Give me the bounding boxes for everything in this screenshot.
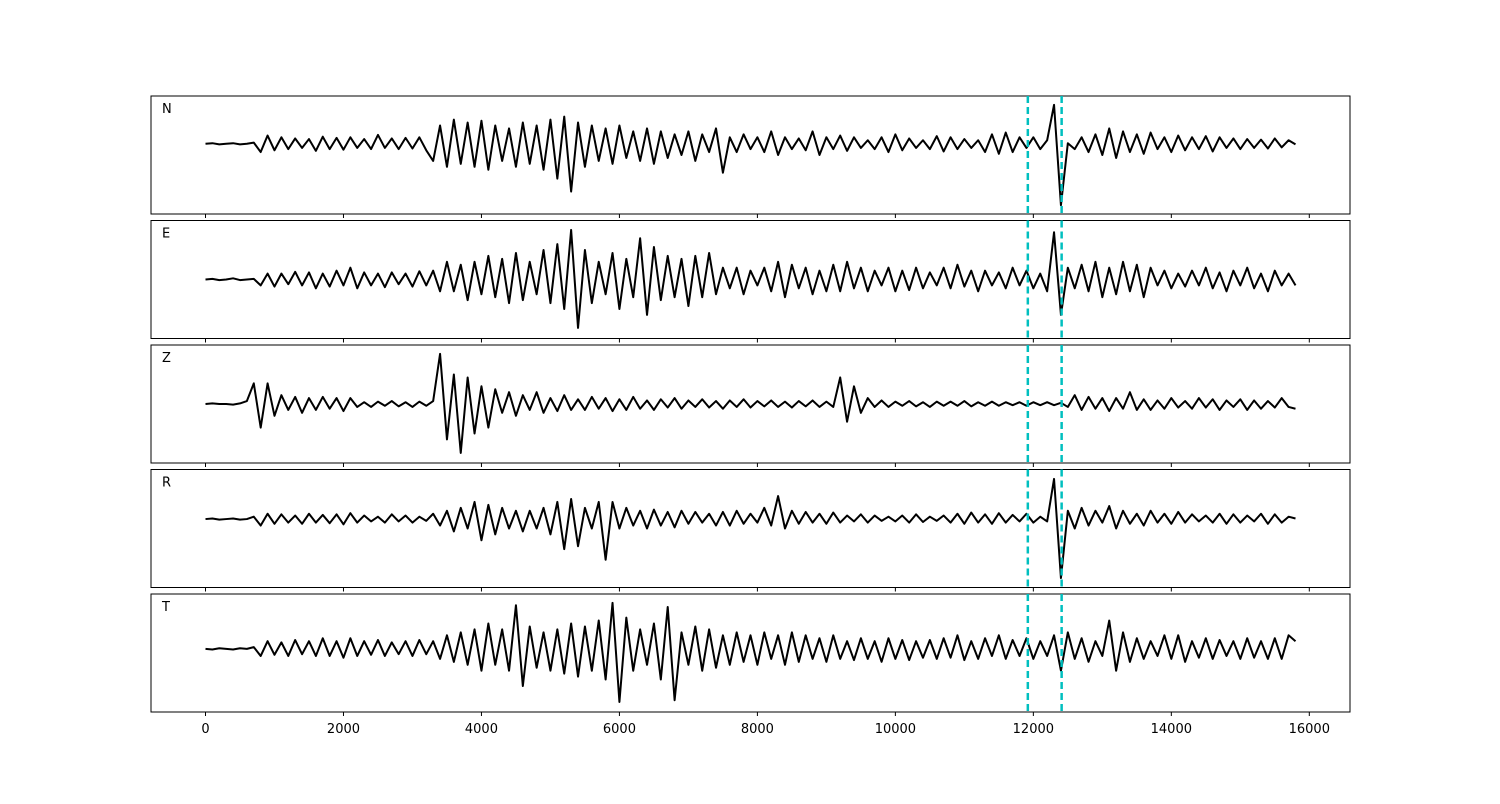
panel-label: R xyxy=(162,476,171,491)
x-tick-label: 10000 xyxy=(875,722,916,737)
x-tick-label: 16000 xyxy=(1289,722,1330,737)
trace xyxy=(205,477,1296,580)
trace xyxy=(205,352,1296,454)
trace xyxy=(205,601,1297,703)
panel-frame xyxy=(150,344,1351,464)
panel-frame xyxy=(150,220,1351,339)
panel-label: N xyxy=(162,102,172,117)
panel-label: T xyxy=(161,600,170,615)
trace xyxy=(205,228,1297,329)
x-tick-label: 0 xyxy=(201,722,209,737)
trace xyxy=(205,103,1297,207)
x-tick-label: 6000 xyxy=(603,722,636,737)
x-tick-label: 8000 xyxy=(741,722,774,737)
x-tick-label: 14000 xyxy=(1151,722,1192,737)
panel-frame xyxy=(150,593,1351,713)
panel-label: E xyxy=(162,227,170,242)
panel-frame xyxy=(150,95,1351,215)
panel-label: Z xyxy=(162,351,171,366)
x-tick-label: 2000 xyxy=(327,722,360,737)
x-tick-label: 12000 xyxy=(1013,722,1054,737)
x-tick-label: 4000 xyxy=(465,722,498,737)
panel-frame xyxy=(150,469,1351,588)
